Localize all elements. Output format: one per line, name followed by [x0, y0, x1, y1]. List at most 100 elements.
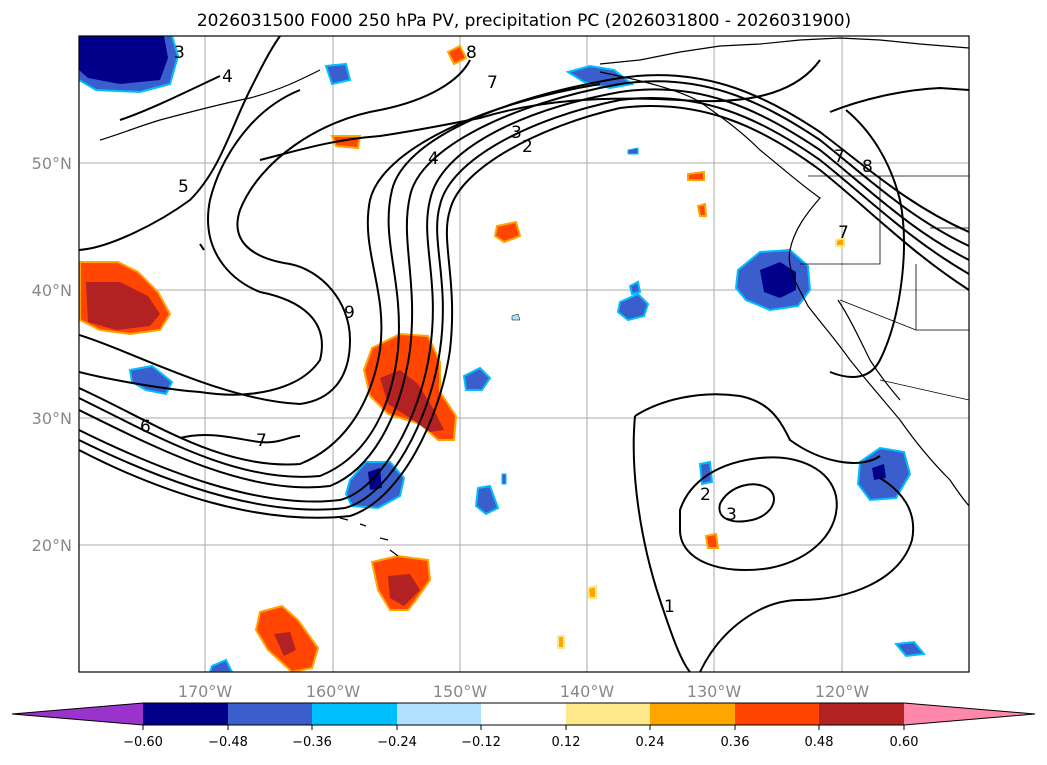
pv-contour-wave	[79, 89, 323, 396]
colorbar-tick-label: 0.36	[721, 735, 750, 750]
lon-label: 140°W	[560, 682, 615, 701]
pv-contour	[79, 88, 969, 503]
contour-label: 7	[838, 223, 849, 243]
pv-contour-two	[679, 456, 838, 572]
contour-label: 4	[222, 67, 233, 87]
coastline-aleutians	[99, 69, 321, 141]
colorbar-segment	[312, 703, 397, 725]
colorbar-tick-label: −0.36	[292, 735, 332, 750]
colorbar-segment	[481, 703, 566, 725]
colorbar-segment	[143, 703, 228, 725]
precip-core-26n	[872, 464, 886, 480]
pv-contour	[79, 96, 969, 511]
precip-core-south	[274, 632, 296, 656]
colorbar-tick-labels: −0.60 −0.48 −0.36 −0.24 −0.12 0.12 0.24 …	[123, 735, 918, 750]
contour-label: 4	[428, 149, 439, 169]
contour-label: 6	[140, 417, 151, 437]
pv-contour	[79, 83, 601, 466]
precip-blob-18n	[586, 584, 597, 599]
colorbar: −0.60 −0.48 −0.36 −0.24 −0.12 0.12 0.24 …	[11, 702, 1036, 750]
contour-label: 2	[522, 137, 533, 157]
precip-blob-50n	[627, 147, 639, 155]
map-frame	[78, 35, 970, 673]
lat-label: 40°N	[32, 281, 72, 300]
precip-positive	[79, 44, 845, 672]
lon-label: 130°W	[687, 682, 742, 701]
precip-core-west-40n	[86, 282, 160, 330]
colorbar-segment	[735, 703, 819, 725]
colorbar-tick-label: 0.24	[636, 735, 665, 750]
colorbar-tick-label: −0.12	[461, 735, 501, 750]
precip-core-nw-corner	[79, 36, 168, 84]
precip-blob-37n-small	[511, 313, 521, 321]
lat-label: 50°N	[32, 154, 72, 173]
colorbar-segment	[566, 703, 650, 725]
colorbar-tick-label: 0.48	[805, 735, 834, 750]
contour-label: 5	[178, 177, 189, 197]
lon-label: 170°W	[178, 682, 233, 701]
pv-contour	[79, 74, 969, 478]
colorbar-segment	[397, 703, 481, 725]
coastlines	[99, 37, 969, 557]
pv-contour-one	[699, 477, 915, 672]
longitude-labels: 170°W 160°W 150°W 140°W 130°W 120°W	[178, 682, 870, 701]
colorbar-segment	[228, 703, 312, 725]
contour-label: 3	[511, 123, 522, 143]
lat-label: 20°N	[32, 536, 72, 555]
pv-contour-wave	[79, 59, 471, 406]
latitude-labels: 50°N 40°N 30°N 20°N	[32, 154, 72, 555]
lon-label: 150°W	[433, 682, 488, 701]
contour-label: 9	[344, 303, 355, 323]
precip-core-central-32n	[380, 370, 444, 432]
coastline-alaska	[599, 37, 969, 65]
border-states	[800, 176, 881, 265]
colorbar-tick-label: −0.24	[377, 735, 417, 750]
colorbar-segment	[650, 703, 735, 725]
lon-label: 160°W	[306, 682, 361, 701]
precip-blob-58n-west	[324, 62, 352, 86]
colorbar-tick-label: −0.48	[208, 735, 248, 750]
pv-contour-ne	[829, 86, 969, 113]
pv-contour-loop	[179, 433, 301, 444]
precip-blob-45n	[696, 202, 708, 217]
precip-blob-14n	[557, 635, 565, 649]
precip-blob-39n	[616, 292, 650, 322]
precip-blob-12n	[894, 640, 926, 658]
precip-blob-48n	[687, 170, 705, 181]
pv-contour-three	[718, 483, 775, 523]
figure-title: 2026031500 F000 250 hPa PV, precipitatio…	[197, 11, 851, 31]
pv-contour-east	[829, 109, 905, 378]
coastline-hawaii	[339, 517, 399, 557]
pv-contour-south-arc	[634, 393, 881, 464]
border-mexico	[879, 379, 969, 401]
colorbar-tick-label: 0.60	[890, 735, 919, 750]
contour-label: 2	[700, 485, 711, 505]
contour-label: 7	[256, 431, 267, 451]
lon-label: 120°W	[815, 682, 870, 701]
precip-core-41n	[760, 262, 796, 298]
border-states	[839, 299, 917, 331]
contour-label: 3	[726, 505, 737, 525]
coastline-baja	[837, 299, 901, 401]
precip-blob-24n	[474, 484, 500, 516]
pv-contour	[259, 59, 821, 161]
colorbar-ticks	[142, 725, 905, 730]
contour-label: 7	[834, 147, 845, 167]
precip-blob-44n	[493, 220, 522, 244]
precip-blob-57n	[565, 64, 635, 90]
colorbar-extend-high	[904, 703, 1035, 725]
contour-label: 7	[487, 73, 498, 93]
contour-label: 8	[862, 157, 873, 177]
pv-contour-north	[79, 36, 281, 251]
state-borders	[800, 175, 969, 401]
precip-blob-40n-small	[628, 280, 642, 296]
precip-blob-33n	[462, 366, 492, 391]
pv-contour-one	[632, 415, 691, 672]
colorbar-tick-label: 0.12	[552, 735, 581, 750]
pv-contours	[79, 36, 969, 672]
precip-blob-58n	[446, 44, 468, 66]
precip-core-hawaii	[388, 574, 420, 606]
precip-blob-25n-small	[501, 473, 507, 485]
